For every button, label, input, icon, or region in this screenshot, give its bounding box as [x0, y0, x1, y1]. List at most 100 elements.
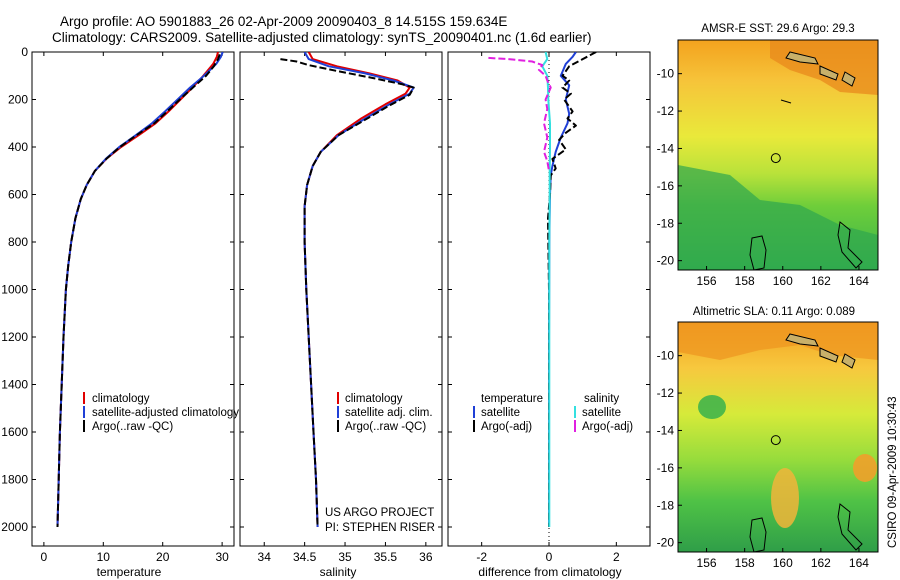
temperature-x-ticks: 0 10 20 30 [41, 52, 229, 564]
map-y-tick-label: -20 [657, 254, 675, 268]
map-y-tick-label: -10 [657, 67, 675, 81]
legend-label-sal-satellite: satellite [582, 407, 621, 419]
depth-tick-label: 2000 [1, 520, 28, 534]
sla-cool-patch [698, 395, 726, 419]
island-outline [780, 99, 792, 104]
sst-cool-patch [678, 165, 878, 270]
x-tick-label: 0 [41, 550, 48, 564]
salinity-series [280, 52, 415, 528]
sla-map-title: Altimetric SLA: 0.11 Argo: 0.089 [693, 306, 855, 318]
x-tick-label: 36 [419, 550, 433, 564]
sla-warm-patch [853, 454, 877, 482]
project-note: US ARGO PROJECT [325, 507, 434, 519]
temperature-legend: climatology satellite-adjusted climatolo… [83, 392, 239, 433]
depth-tick-label: 1800 [1, 473, 28, 487]
island-outline [785, 51, 819, 65]
x-tick-label: 30 [215, 550, 229, 564]
depth-tick-label: 1400 [1, 378, 28, 392]
island-outline [841, 71, 856, 87]
argo-float-marker [770, 435, 781, 446]
x-tick-label: 34 [258, 550, 272, 564]
legend-label-satellite: satellite-adjusted climatology [92, 407, 239, 419]
sla-map-ticks: 156 158 160 162 164 -10 -12 -14 -16 -18 -20 [657, 349, 870, 570]
map-x-tick-label: 162 [811, 556, 831, 570]
salinity-axis-label: salinity [320, 565, 357, 579]
x-tick-label: 35 [338, 550, 352, 564]
x-tick-label: 20 [156, 550, 170, 564]
depth-tick-label: 800 [8, 235, 28, 249]
island-outline [837, 221, 863, 269]
sst-map-ticks: 156 158 160 162 164 -10 -12 -14 -16 -18 -20 [657, 67, 870, 288]
legend-label-satellite: satellite adj. clim. [345, 407, 433, 419]
map-x-tick-label: 158 [735, 274, 755, 288]
legend-label-climatology: climatology [345, 393, 403, 405]
map-y-tick-label: -18 [657, 498, 675, 512]
temperature-axes [31, 51, 235, 547]
map-y-tick-label: -10 [657, 349, 675, 363]
series-line-argo [280, 58, 415, 528]
legend-label-argo: Argo(..raw -QC) [345, 421, 426, 433]
sla-map [678, 322, 878, 552]
salinity-x-ticks: 34 34.5 35 35.5 36 [258, 52, 433, 564]
sla-map-frame [677, 321, 879, 553]
temperature-axis-label: temperature [97, 565, 162, 579]
series-line-temperature-argo [547, 52, 597, 527]
map-x-tick-label: 164 [849, 556, 869, 570]
figure-title-line-2: Climatology: CARS2009. Satellite-adjuste… [52, 30, 592, 45]
depth-tick-label: 200 [8, 93, 28, 107]
x-tick-label: 0 [546, 550, 553, 564]
map-y-tick-label: -12 [657, 386, 675, 400]
legend-label-temp-argo: Argo(-adj) [481, 421, 532, 433]
series-line-salinity-argo [488, 56, 552, 171]
depth-tick-label: 1000 [1, 283, 28, 297]
island-outline [841, 353, 856, 369]
depth-tick-label: 1600 [1, 425, 28, 439]
island-outline [785, 333, 819, 347]
map-y-tick-label: -18 [657, 216, 675, 230]
depth-tick-label: 600 [8, 188, 28, 202]
map-x-tick-label: 158 [735, 556, 755, 570]
map-y-tick-label: -14 [657, 141, 675, 155]
x-tick-label: 35.5 [374, 550, 398, 564]
map-x-tick-label: 160 [773, 556, 793, 570]
x-tick-label: 2 [613, 550, 620, 564]
difference-series [488, 52, 597, 546]
sla-warm-patch [678, 322, 878, 360]
sst-map [678, 40, 878, 270]
depth-axis: 0 200 400 600 800 1000 1200 1400 1600 1800 2000 [1, 45, 650, 534]
salinity-axes [239, 51, 443, 547]
x-tick-label: -2 [476, 550, 487, 564]
depth-tick-label: 0 [21, 45, 28, 59]
x-tick-label: 10 [97, 550, 111, 564]
island-outline [837, 503, 863, 551]
map-y-tick-label: -14 [657, 423, 675, 437]
depth-tick-label: 1200 [1, 330, 28, 344]
map-y-tick-label: -12 [657, 104, 675, 118]
figure-title-line-1: Argo profile: AO 5901883_26 02-Apr-2009 … [60, 14, 507, 29]
difference-legend: temperature salinity satellite Argo(-adj… [473, 393, 633, 433]
map-x-tick-label: 156 [697, 556, 717, 570]
island-outline [819, 65, 839, 81]
legend-label-argo: Argo(..raw -QC) [92, 421, 173, 433]
legend-label-climatology: climatology [92, 393, 150, 405]
map-x-tick-label: 162 [811, 274, 831, 288]
map-x-tick-label: 164 [849, 274, 869, 288]
x-tick-label: 34.5 [293, 550, 317, 564]
sla-warm-patch [771, 468, 799, 528]
difference-axis-label: difference from climatology [478, 565, 621, 579]
map-y-tick-label: -16 [657, 461, 675, 475]
depth-tick-label: 400 [8, 140, 28, 154]
map-x-tick-label: 160 [773, 274, 793, 288]
map-y-tick-label: -20 [657, 536, 675, 550]
island-outline [819, 347, 839, 363]
sst-map-frame [677, 39, 879, 271]
legend-label-temp-satellite: satellite [481, 407, 520, 419]
map-y-tick-label: -16 [657, 179, 675, 193]
legend-heading-salinity: salinity [584, 393, 619, 405]
legend-heading-temperature: temperature [481, 393, 543, 405]
temperature-series [56, 52, 224, 528]
argo-float-marker [770, 153, 781, 164]
salinity-legend: climatology satellite adj. clim. Argo(..… [337, 392, 433, 433]
island-outline [749, 235, 767, 270]
